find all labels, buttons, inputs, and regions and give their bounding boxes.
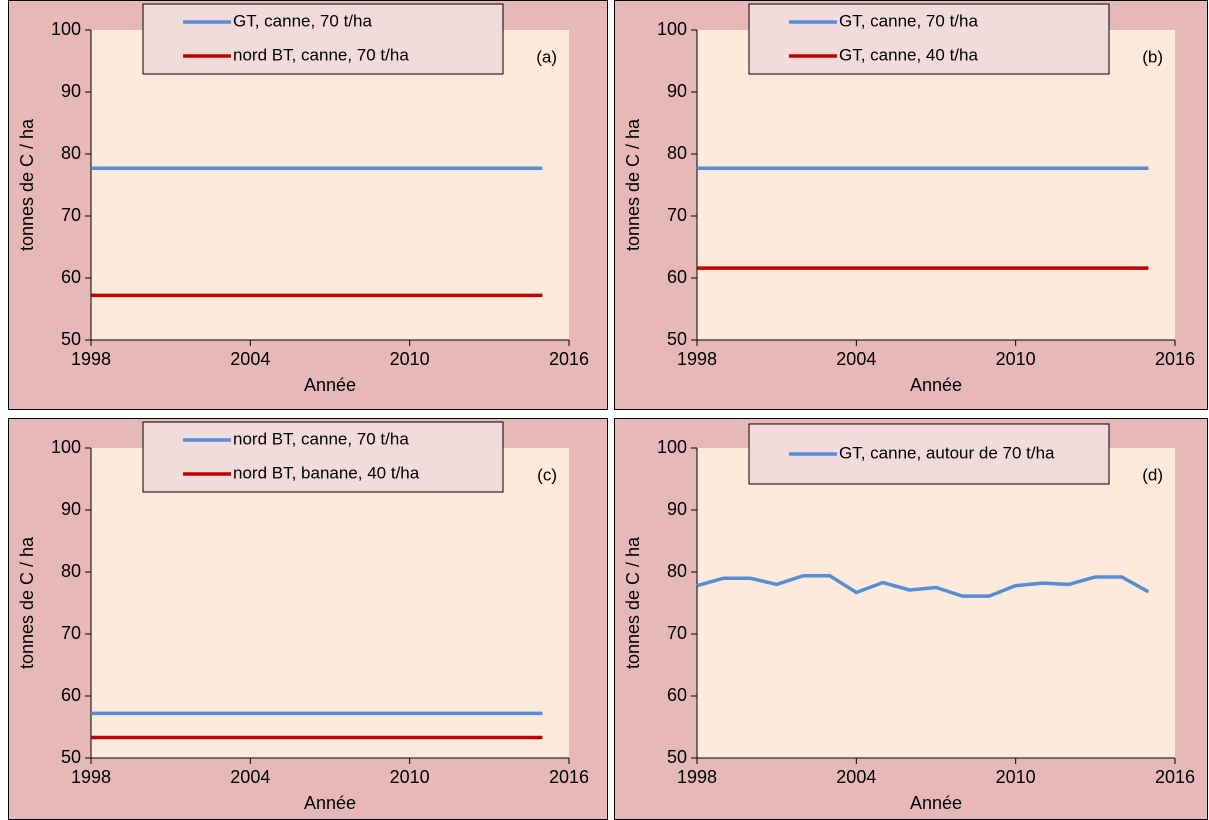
y-tick-label: 90 (61, 499, 81, 519)
y-tick-label: 70 (61, 205, 81, 225)
legend-box (142, 421, 504, 493)
y-tick-label: 60 (61, 685, 81, 705)
plot-area (697, 30, 1175, 340)
y-tick-label: 90 (667, 499, 687, 519)
y-tick-label: 50 (61, 747, 81, 767)
panel-annotation: (a) (536, 47, 557, 66)
legend-label: GT, canne, 70 t/ha (839, 11, 978, 30)
x-tick-label: 1998 (677, 349, 717, 369)
y-tick-label: 100 (657, 19, 687, 39)
x-tick-label: 2004 (230, 349, 270, 369)
legend-box (748, 3, 1110, 75)
x-axis-label: Année (910, 375, 962, 395)
y-axis-label: tonnes de C / ha (623, 536, 643, 669)
y-tick-label: 60 (667, 267, 687, 287)
x-tick-label: 2010 (996, 349, 1036, 369)
panel-annotation: (d) (1142, 465, 1163, 484)
plot-area (697, 448, 1175, 758)
y-tick-label: 80 (61, 561, 81, 581)
x-tick-label: 2010 (996, 767, 1036, 787)
x-tick-label: 2016 (1155, 767, 1195, 787)
x-tick-label: 2004 (836, 767, 876, 787)
x-tick-label: 1998 (677, 767, 717, 787)
legend-box (142, 3, 504, 75)
y-tick-label: 100 (657, 437, 687, 457)
y-axis-label: tonnes de C / ha (17, 536, 37, 669)
x-axis-label: Année (304, 375, 356, 395)
y-tick-label: 70 (61, 623, 81, 643)
plot-area (91, 448, 569, 758)
x-axis-label: Année (910, 793, 962, 813)
x-tick-label: 2010 (390, 349, 430, 369)
x-tick-label: 1998 (71, 767, 111, 787)
legend-label: nord BT, canne, 70 t/ha (233, 429, 409, 448)
panel-annotation: (c) (537, 465, 557, 484)
y-tick-label: 80 (667, 143, 687, 163)
y-tick-label: 70 (667, 205, 687, 225)
x-tick-label: 1998 (71, 349, 111, 369)
legend-label: GT, canne, 70 t/ha (233, 11, 372, 30)
y-tick-label: 60 (667, 685, 687, 705)
y-axis-label: tonnes de C / ha (17, 118, 37, 251)
x-tick-label: 2004 (836, 349, 876, 369)
x-tick-label: 2004 (230, 767, 270, 787)
y-tick-label: 50 (667, 329, 687, 349)
y-tick-label: 90 (667, 81, 687, 101)
panel-annotation: (b) (1142, 47, 1163, 66)
x-tick-label: 2010 (390, 767, 430, 787)
series-line (696, 573, 1150, 598)
y-tick-label: 50 (667, 747, 687, 767)
y-tick-label: 90 (61, 81, 81, 101)
y-axis-label: tonnes de C / ha (623, 118, 643, 251)
y-tick-label: 70 (667, 623, 687, 643)
legend-label: GT, canne, 40 t/ha (839, 45, 978, 64)
x-tick-label: 2016 (1155, 349, 1195, 369)
x-tick-label: 2016 (549, 349, 589, 369)
x-tick-label: 2016 (549, 767, 589, 787)
y-tick-label: 50 (61, 329, 81, 349)
plot-area (91, 30, 569, 340)
y-tick-label: 80 (61, 143, 81, 163)
legend-label: nord BT, canne, 70 t/ha (233, 45, 409, 64)
y-tick-label: 100 (51, 19, 81, 39)
legend-label: nord BT, banane, 40 t/ha (233, 463, 420, 482)
y-tick-label: 60 (61, 267, 81, 287)
y-tick-label: 80 (667, 561, 687, 581)
legend-label: GT, canne, autour de 70 t/ha (839, 443, 1055, 462)
y-tick-label: 100 (51, 437, 81, 457)
x-axis-label: Année (304, 793, 356, 813)
